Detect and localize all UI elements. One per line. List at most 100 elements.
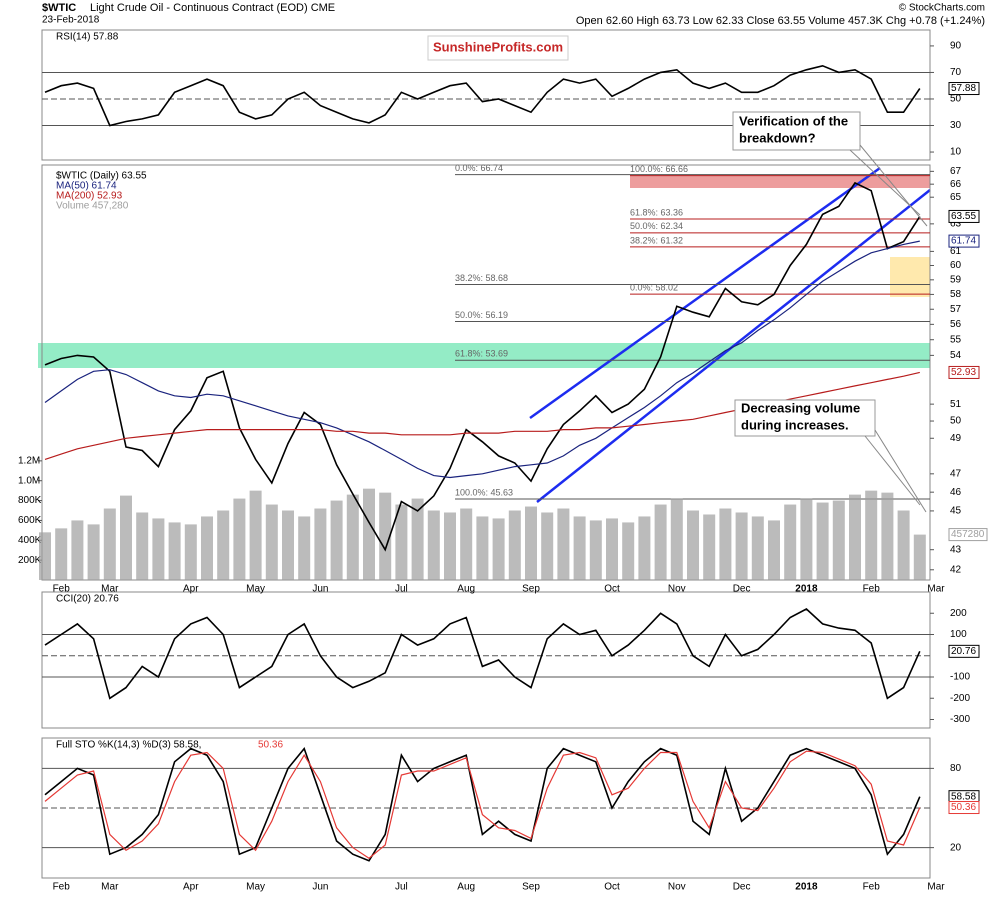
y-tick-label: 47 bbox=[950, 468, 962, 479]
y-tick-label: 200 bbox=[950, 608, 967, 619]
volume-bar bbox=[444, 512, 456, 580]
support-zone bbox=[38, 343, 930, 368]
fib-label: 61.8%: 63.36 bbox=[630, 207, 683, 217]
volume-bar bbox=[103, 508, 116, 580]
x-tick-label: Nov bbox=[668, 584, 686, 595]
volume-bar bbox=[395, 504, 408, 580]
fib-label: 100.0%: 66.66 bbox=[630, 164, 688, 174]
last-value-label: 58.58 bbox=[951, 791, 976, 802]
y-tick-label: 70 bbox=[950, 67, 962, 78]
y-tick-label: 49 bbox=[950, 433, 962, 444]
annotation-arrow bbox=[859, 144, 928, 227]
volume-bar bbox=[768, 520, 780, 580]
volume-bar bbox=[55, 528, 68, 580]
y-tick-label: 50 bbox=[950, 416, 962, 427]
y-tick-label: 55 bbox=[950, 334, 962, 345]
date: 23-Feb-2018 bbox=[42, 15, 100, 26]
y2-tick-label: 1.0M bbox=[18, 475, 40, 486]
fib-label: 38.2%: 61.32 bbox=[630, 235, 683, 245]
x-tick-label: Apr bbox=[183, 882, 199, 893]
volume-bar bbox=[622, 522, 635, 580]
series-line bbox=[44, 181, 921, 552]
volume-bar bbox=[120, 495, 132, 580]
fib-label: 0.0%: 66.74 bbox=[455, 163, 503, 173]
y-tick-label: -100 bbox=[950, 672, 970, 683]
y2-tick-label: 1.2M bbox=[18, 456, 40, 467]
y2-tick-label: 800K bbox=[18, 495, 42, 506]
y-tick-label: 46 bbox=[950, 487, 962, 498]
y-tick-label: 51 bbox=[950, 399, 962, 410]
y-tick-label: 63 bbox=[950, 219, 962, 230]
y2-tick-label: 600K bbox=[18, 515, 42, 526]
y-tick-label: 50 bbox=[950, 94, 962, 105]
x-tick-label: Mar bbox=[101, 584, 119, 595]
volume-bar bbox=[282, 510, 294, 580]
y-tick-label: 65 bbox=[950, 192, 962, 203]
annotation: breakdown? bbox=[739, 130, 816, 145]
volume-bar bbox=[849, 494, 861, 580]
y-tick-label: 58 bbox=[950, 289, 962, 300]
x-tick-label: Mar bbox=[927, 882, 945, 893]
y-tick-label: 57 bbox=[950, 304, 962, 315]
x-tick-label: Oct bbox=[604, 584, 620, 595]
x-tick-label: Feb bbox=[863, 584, 881, 595]
x-tick-label: Jul bbox=[395, 584, 408, 595]
y-tick-label: 90 bbox=[950, 41, 962, 52]
y-tick-label: 67 bbox=[950, 166, 962, 177]
volume-bar bbox=[152, 518, 165, 580]
y-tick-label: -300 bbox=[950, 714, 970, 725]
volume-bar bbox=[265, 504, 278, 580]
channel-upper bbox=[529, 166, 881, 420]
fib-label: 38.2%: 58.68 bbox=[455, 273, 508, 283]
legend-entry: RSI(14) 57.88 bbox=[56, 32, 119, 43]
y-tick-label: 66 bbox=[950, 179, 962, 190]
y-tick-label: 45 bbox=[950, 506, 962, 517]
volume-bar bbox=[217, 510, 230, 580]
volume-bar bbox=[606, 518, 618, 580]
copyright: © StockCharts.com bbox=[899, 3, 985, 14]
annotation: Verification of the bbox=[739, 113, 848, 128]
fib-label: 50.0%: 56.19 bbox=[455, 310, 508, 320]
legend-entry: $WTIC (Daily) 63.55 bbox=[56, 171, 147, 182]
volume-bar bbox=[881, 492, 894, 580]
x-tick-label: Nov bbox=[668, 882, 686, 893]
annotation: Decreasing volume bbox=[741, 400, 860, 415]
y-tick-label: 43 bbox=[950, 544, 962, 555]
last-value-box bbox=[948, 801, 980, 815]
volume-bar bbox=[541, 512, 554, 580]
legend-entry: Full STO %K(14,3) %D(3) 58.58, bbox=[56, 740, 201, 751]
panel-frame bbox=[41, 29, 931, 161]
y-tick-label: 56 bbox=[950, 319, 962, 330]
volume-bar bbox=[670, 498, 683, 580]
last-value-box bbox=[948, 528, 988, 542]
logo: SunshineProfits.com bbox=[433, 39, 563, 54]
volume-bar bbox=[735, 512, 748, 580]
channel-lower bbox=[536, 189, 931, 503]
x-tick-label: May bbox=[246, 584, 265, 595]
last-value-box bbox=[948, 209, 980, 223]
fib-label: 50.0%: 62.34 bbox=[630, 221, 683, 231]
last-value-box bbox=[948, 82, 980, 96]
x-tick-label: Jun bbox=[312, 882, 328, 893]
x-tick-label: May bbox=[246, 882, 265, 893]
x-tick-label: Aug bbox=[457, 584, 475, 595]
volume-bar bbox=[816, 502, 829, 580]
y-tick-label: 42 bbox=[950, 564, 962, 575]
legend-entry: MA(50) 61.74 bbox=[56, 181, 117, 192]
annotation-arrow bbox=[874, 429, 927, 513]
annotation-arrow bbox=[864, 435, 921, 506]
volume-bar bbox=[751, 516, 764, 580]
annotation-box bbox=[732, 111, 861, 151]
volume-bar bbox=[427, 510, 440, 580]
volume-bar bbox=[687, 510, 699, 580]
last-value-label: 457280 bbox=[951, 529, 985, 540]
fib-label: 61.8%: 53.69 bbox=[455, 349, 508, 359]
last-value-label: 50.36 bbox=[951, 802, 976, 813]
volume-bar bbox=[654, 504, 667, 580]
x-tick-label: Mar bbox=[101, 882, 119, 893]
legend-entry: CCI(20) 20.76 bbox=[56, 594, 119, 605]
y2-tick-label: 200K bbox=[18, 555, 42, 566]
volume-bar bbox=[249, 490, 262, 580]
title: Light Crude Oil - Continuous Contract (E… bbox=[90, 2, 335, 14]
